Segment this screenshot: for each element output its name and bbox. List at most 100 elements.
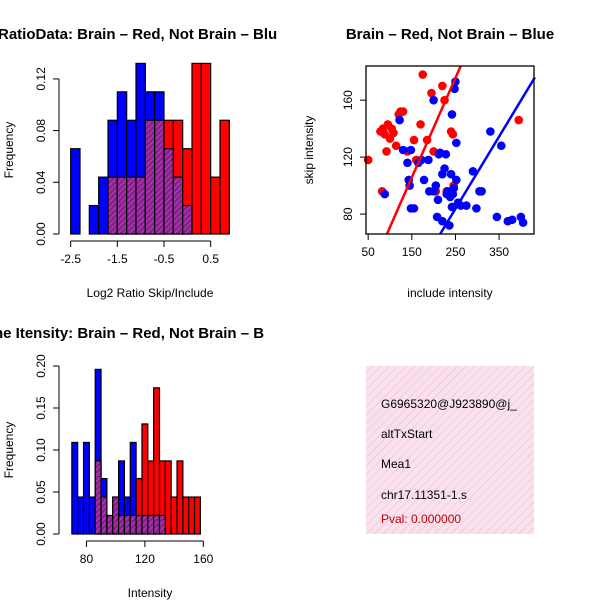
intensity-histogram-bar xyxy=(182,496,190,535)
ratio-histogram-x-tick-label: 0.5 xyxy=(202,252,219,266)
ratio-histogram-bar xyxy=(70,148,81,235)
intensity-histogram-axes: 80 120 160 0.00 0.05 0.10 0.15 0.20 xyxy=(34,354,214,566)
intensity-scatter-x-tick-label: 350 xyxy=(489,245,509,259)
ratio-histogram-overlap-bar xyxy=(163,148,174,235)
ratio-histogram-bars xyxy=(70,62,230,235)
intensity-scatter-axes: 50 150 250 350 80 120 160 xyxy=(341,65,535,259)
intensity-histogram-overlap-bar xyxy=(106,514,114,535)
intensity-histogram-y-tick-label: 0.10 xyxy=(34,438,48,462)
intensity-scatter-point-blue xyxy=(441,149,451,159)
ratio-histogram-bar xyxy=(219,119,230,235)
intensity-scatter-point-blue xyxy=(472,204,481,213)
intensity-scatter-point-blue xyxy=(477,186,486,196)
intensity-scatter-point-blue xyxy=(449,184,459,193)
intensity-scatter-point-blue xyxy=(492,212,502,222)
ratio-histogram-ylabel: Frequency xyxy=(2,122,16,179)
intensity-histogram-bars xyxy=(71,368,201,535)
intensity-scatter-point-blue xyxy=(518,218,528,227)
intensity-scatter-point-red xyxy=(391,141,401,151)
intensity-scatter-point-blue xyxy=(486,127,495,136)
intensity-scatter-point-blue xyxy=(452,138,461,148)
intensity-scatter-y-tick-label: 120 xyxy=(341,147,355,167)
intensity-histogram-bar xyxy=(193,496,201,535)
intensity-scatter-ylabel: skip intensity xyxy=(302,116,316,185)
intensity-histogram-bar xyxy=(82,441,90,535)
ratio-histogram-title: RatioData: Brain – Red, Not Brain – Blu xyxy=(0,26,277,43)
intensity-scatter-point-red xyxy=(427,88,436,98)
intensity-scatter-point-red xyxy=(418,70,428,79)
intensity-scatter-point-blue xyxy=(419,175,429,185)
ratio-histogram-axes: -2.5 -1.5 -0.5 0.5 0.00 0.04 0.08 0.12 xyxy=(34,67,219,266)
intensity-scatter-point-blue xyxy=(462,201,471,210)
ratio-histogram-overlap-bar xyxy=(182,204,193,235)
intensity-scatter-point-blue xyxy=(452,175,461,185)
intensity-histogram-x-tick-label: 80 xyxy=(80,552,94,566)
intensity-scatter-point-red xyxy=(416,120,425,129)
intensity-scatter-point-blue xyxy=(403,158,412,168)
intensity-scatter-point-red xyxy=(514,115,524,125)
intensity-scatter-fit-line-red xyxy=(385,65,462,235)
intensity-scatter-point-blue xyxy=(447,110,457,119)
intensity-scatter-y-tick-label: 80 xyxy=(341,207,355,221)
intensity-histogram-bar xyxy=(77,496,85,535)
intensity-scatter-point-blue xyxy=(431,181,441,190)
ratio-histogram-overlap-bar xyxy=(144,119,156,235)
ratio-histogram-bar xyxy=(88,204,100,235)
intensity-scatter-point-blue xyxy=(496,141,506,151)
intensity-histogram-y-tick-label: 0.00 xyxy=(34,522,48,546)
ratio-histogram: RatioData: Brain – Red, Not Brain – Blu … xyxy=(0,26,277,300)
intensity-histogram-bar xyxy=(188,496,196,535)
ratio-histogram-y-tick-label: 0.08 xyxy=(34,119,48,143)
intensity-scatter-point-blue xyxy=(395,115,404,125)
intensity-histogram-bar xyxy=(71,441,79,535)
info-gene-name: Mea1 xyxy=(381,457,411,471)
intensity-scatter-point-blue xyxy=(409,204,419,213)
intensity-scatter-point-blue xyxy=(429,95,438,105)
ratio-histogram-y-tick-label: 0.04 xyxy=(34,170,48,194)
intensity-histogram-bar xyxy=(170,496,178,535)
ratio-histogram-x-tick-label: -1.5 xyxy=(107,252,128,266)
intensity-histogram-overlap-bar xyxy=(141,514,149,535)
intensity-scatter-point-blue xyxy=(398,145,408,155)
intensity-scatter-points xyxy=(363,65,536,235)
intensity-histogram-x-tick-label: 120 xyxy=(135,552,155,566)
intensity-scatter-point-red xyxy=(398,107,408,116)
info-location: chr17.11351-1.s xyxy=(381,488,467,502)
intensity-histogram-bar xyxy=(88,496,96,535)
info-gene-id: G6965320@J923890@j_ xyxy=(381,397,517,411)
intensity-histogram-overlap-bar xyxy=(147,514,155,535)
ratio-histogram-bar xyxy=(191,62,202,235)
intensity-histogram-ylabel: Frequency xyxy=(2,422,16,479)
info-panel: G6965320@J923890@j_ altTxStart Mea1 chr1… xyxy=(366,366,534,534)
intensity-scatter-point-blue xyxy=(438,216,447,226)
ratio-histogram-bar xyxy=(210,176,221,235)
ratio-histogram-x-tick-label: -0.5 xyxy=(154,252,175,266)
intensity-scatter: Brain – Red, Not Brain – Blue 50 150 250 35… xyxy=(302,26,554,300)
info-event-type: altTxStart xyxy=(381,427,433,441)
intensity-scatter-point-red xyxy=(382,147,391,156)
intensity-scatter-x-tick-label: 250 xyxy=(445,245,465,259)
intensity-histogram-overlap-bar xyxy=(112,496,120,535)
intensity-histogram-y-tick-label: 0.20 xyxy=(34,354,48,378)
intensity-scatter-plot-box xyxy=(365,65,535,235)
intensity-scatter-point-blue xyxy=(507,215,517,225)
intensity-histogram-overlap-bar xyxy=(129,514,137,535)
intensity-histogram-overlap-bar xyxy=(94,460,102,535)
intensity-histogram-bar xyxy=(164,460,172,535)
ratio-histogram-overlap-bar xyxy=(116,176,128,235)
ratio-histogram-y-tick-label: 0.00 xyxy=(34,222,48,246)
info-pval: Pval: 0.000000 xyxy=(381,512,461,526)
intensity-scatter-point-blue xyxy=(440,164,449,173)
ratio-histogram-x-tick-label: -2.5 xyxy=(60,252,81,266)
intensity-histogram: ne Itensity: Brain – Red, Not Brain – B … xyxy=(0,325,264,600)
intensity-scatter-x-tick-label: 150 xyxy=(402,245,422,259)
intensity-histogram-bar xyxy=(153,387,161,535)
intensity-scatter-point-blue xyxy=(446,169,456,179)
intensity-histogram-overlap-bar xyxy=(153,514,161,535)
intensity-scatter-x-tick-label: 50 xyxy=(362,245,376,259)
intensity-scatter-point-red xyxy=(448,130,458,139)
intensity-histogram-overlap-bar xyxy=(135,514,143,535)
intensity-histogram-title: ne Itensity: Brain – Red, Not Brain – B xyxy=(0,325,264,342)
intensity-scatter-point-blue xyxy=(406,145,416,155)
